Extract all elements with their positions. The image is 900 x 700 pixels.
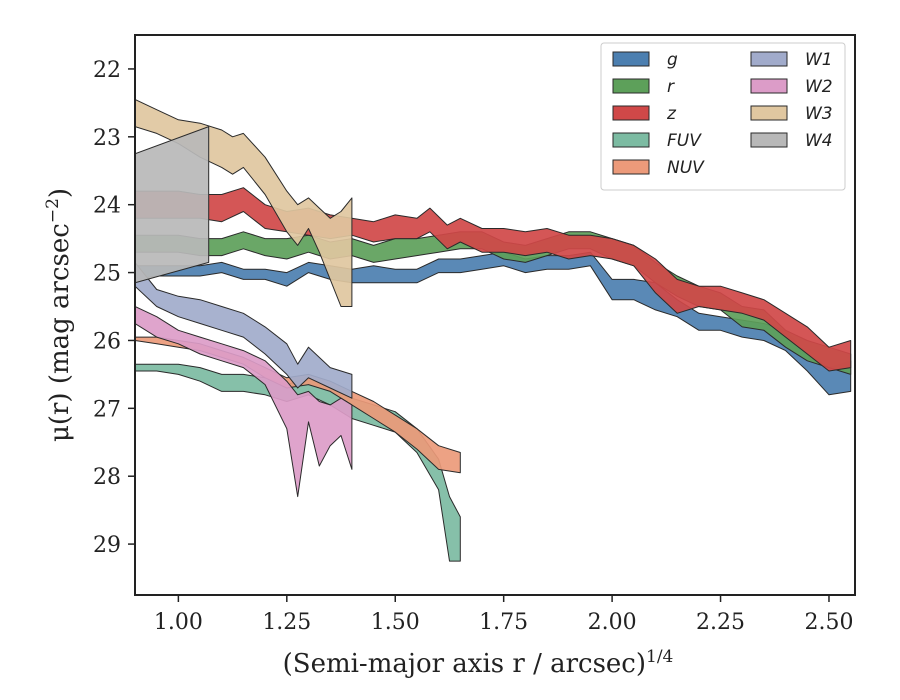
y-tick-label: 27 [93,397,121,422]
series-band-g [135,251,852,396]
legend-label-nuv: NUV [667,158,705,178]
legend-label-r: r [667,77,675,97]
series-band-w3 [135,99,353,307]
x-tick-label: 1.00 [154,610,203,635]
x-tick-label: 1.50 [371,610,420,635]
x-tick-label: 2.00 [588,610,637,635]
y-tick-label: 23 [93,126,121,151]
y-tick-label: 28 [93,465,121,490]
series-band-w1 [135,261,353,399]
y-tick-label: 29 [93,533,121,558]
x-tick-label: 2.25 [696,610,745,635]
legend-label-z: z [666,104,677,124]
x-tick-label: 1.75 [479,610,528,635]
legend-label-w2: W2 [805,77,833,97]
y-tick-label: 26 [93,329,121,354]
legend: grz FUV NUV W1 W2 W3 W4 [600,42,846,191]
legend-swatch-w3 [750,105,788,121]
legend-label-w4: W4 [805,131,833,151]
legend-swatch-z [612,105,650,121]
plot-frame [134,34,856,596]
series-band-w2 [135,306,353,498]
x-axis-label: (Semi-major axis r / arcsec)1/4 [283,647,674,679]
legend-label-fuv: FUV [667,131,702,151]
legend-swatch-r [612,78,650,94]
series-band-w4 [135,126,210,284]
legend-label-w1: W1 [805,50,833,70]
y-axis-label: μ(r) (mag arcsec−2) [43,188,75,442]
legend-swatch-w4 [750,132,788,148]
legend-swatch-nuv [612,159,650,175]
legend-swatch-w1 [750,51,788,67]
axes-layer: 1.00 1.25 1.50 1.75 2.00 2.25 2.50 22 23 24 25 26 27… [93,34,856,635]
y-tick-label: 24 [93,194,121,219]
x-tick-label: 2.50 [804,610,853,635]
legend-swatch-g [612,51,650,67]
legend-swatch-fuv [612,132,650,148]
y-tick-label: 25 [93,262,121,287]
legend-swatch-w2 [750,78,788,94]
series-layer [135,99,852,562]
legend-label-g: g [667,50,678,70]
legend-label-w3: W3 [805,104,833,124]
x-tick-label: 1.25 [262,610,311,635]
y-tick-label: 22 [93,58,121,83]
